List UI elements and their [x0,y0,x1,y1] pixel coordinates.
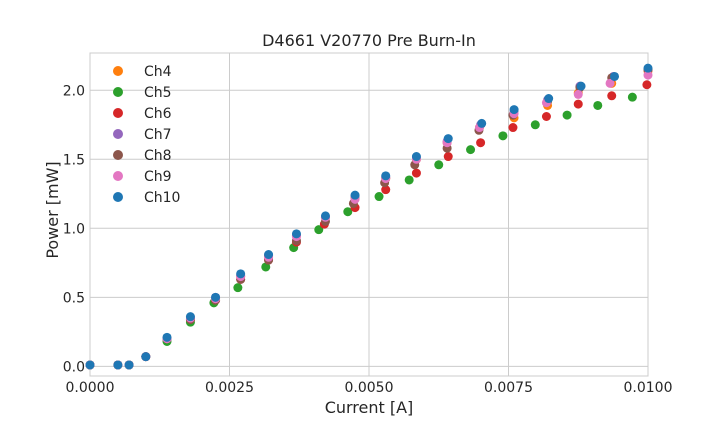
data-point [236,269,246,279]
data-point [544,94,554,104]
legend-label: Ch4 [144,64,172,80]
y-tick-label: 0.0 [63,359,85,375]
data-point [476,138,486,148]
data-points [85,63,653,370]
x-tick-label: 0.0025 [205,380,254,396]
data-point [291,229,301,239]
legend-label: Ch10 [144,190,180,206]
x-axis-label: Current [A] [325,398,414,417]
y-axis-ticks: 0.0 0.5 1.0 1.5 2.0 [63,83,85,375]
data-point [593,100,603,110]
grid [89,52,649,377]
data-point [343,207,353,217]
data-point [610,71,620,81]
x-tick-label: 0.0000 [66,380,115,396]
legend-marker [113,171,123,181]
data-point [509,105,519,115]
legend-marker [113,129,123,139]
data-point [320,211,330,221]
data-point [233,283,243,293]
data-point [607,91,617,101]
data-point [443,134,453,144]
legend-marker [113,108,123,118]
y-tick-label: 0.5 [63,290,85,306]
data-point [508,123,518,133]
legend: Ch4 Ch5 Ch6 Ch7 Ch8 Ch9 Ch10 [113,64,180,206]
data-point [381,171,391,181]
legend-marker [113,192,123,202]
legend-label: Ch5 [144,85,172,101]
legend-label: Ch7 [144,127,172,143]
data-point [562,110,572,120]
legend-marker [113,150,123,160]
data-point [434,160,444,170]
x-axis-ticks: 0.0000 0.0025 0.0050 0.0075 0.0100 [66,380,673,396]
y-tick-label: 1.0 [63,221,85,237]
data-point [124,360,134,370]
data-point [381,185,391,195]
legend-label: Ch6 [144,106,172,122]
y-axis-label: Power [mW] [43,161,62,258]
x-tick-label: 0.0100 [624,380,673,396]
data-point [314,225,324,235]
legend-marker [113,87,123,97]
data-point [211,292,221,302]
data-point [264,250,274,260]
data-point [477,118,487,128]
legend-marker [113,66,123,76]
data-point [541,111,551,121]
data-point [404,175,414,185]
data-point [374,192,384,202]
x-tick-label: 0.0075 [484,380,533,396]
data-point [466,145,476,155]
data-point [85,360,95,370]
data-point [576,81,586,91]
x-tick-label: 0.0050 [345,380,394,396]
data-point [643,70,653,80]
data-point [530,120,540,130]
legend-label: Ch8 [144,148,172,164]
data-point [643,63,653,73]
data-point [411,168,421,178]
data-point [498,131,508,141]
series-ch10 [85,63,653,370]
data-point [605,78,615,88]
data-point [627,92,637,102]
chart-title: D4661 V20770 Pre Burn-In [262,31,476,50]
data-point [642,80,652,90]
data-point [141,352,151,362]
legend-label: Ch9 [144,169,172,185]
data-point [261,262,271,272]
data-point [185,312,195,322]
data-point [162,332,172,342]
data-point [350,190,360,200]
y-tick-label: 2.0 [63,83,85,99]
data-point [443,152,453,162]
data-point [573,89,583,99]
data-point [411,152,421,162]
data-point [573,99,583,109]
data-point [113,360,123,370]
y-tick-label: 1.5 [63,152,85,168]
